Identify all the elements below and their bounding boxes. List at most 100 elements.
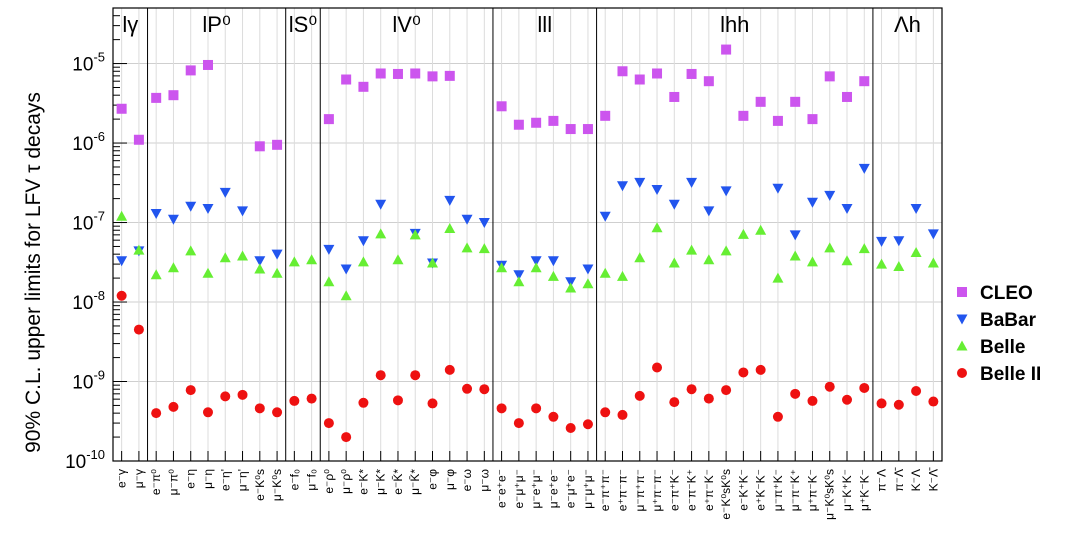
data-point bbox=[427, 71, 438, 82]
data-point bbox=[478, 218, 490, 229]
y-tick-exponent: -8 bbox=[93, 288, 105, 303]
x-tick-label: e⁻K⁺K⁻ bbox=[736, 469, 750, 511]
legend-label: Belle II bbox=[980, 364, 1041, 385]
y-axis-label: 90% C.L. upper limits for LFV τ decays bbox=[22, 92, 45, 453]
x-tick-label: K⁻Λ bbox=[909, 469, 923, 491]
data-point bbox=[392, 254, 404, 265]
x-tick-label: μ⁺K⁻K⁻ bbox=[857, 469, 871, 511]
data-point bbox=[202, 407, 213, 418]
x-tick-label: e⁻K* bbox=[356, 469, 370, 495]
x-tick-label: e⁻K⁰sK⁰s bbox=[719, 469, 733, 520]
series-belle bbox=[116, 210, 939, 301]
data-point bbox=[842, 91, 853, 102]
x-tick-label: μ⁻ω bbox=[477, 469, 491, 492]
y-tick-base: 10 bbox=[72, 214, 93, 235]
data-point bbox=[582, 278, 594, 289]
data-point bbox=[462, 383, 473, 394]
legend-marker bbox=[957, 368, 967, 378]
data-point bbox=[703, 393, 714, 404]
x-tick-label: μ⁻γ bbox=[132, 469, 146, 488]
data-point bbox=[289, 395, 300, 406]
data-point bbox=[116, 256, 128, 267]
data-point bbox=[254, 403, 265, 414]
group-label: lP⁰ bbox=[202, 12, 231, 37]
grid bbox=[113, 8, 942, 461]
legend-marker bbox=[956, 340, 968, 351]
x-tick-label: μ⁻π⁻K⁺ bbox=[788, 469, 802, 511]
data-point bbox=[133, 134, 144, 145]
data-point bbox=[703, 254, 715, 265]
data-point bbox=[824, 242, 836, 253]
data-point bbox=[721, 385, 732, 396]
x-tick-label: e⁻π⁺π⁻ bbox=[598, 469, 612, 511]
data-point bbox=[738, 110, 749, 121]
data-point bbox=[168, 90, 179, 101]
data-point bbox=[668, 257, 680, 268]
data-point bbox=[565, 282, 577, 293]
data-point bbox=[806, 197, 818, 208]
legend: CLEO BaBar Belle Belle II bbox=[956, 283, 1041, 385]
y-tick-base: 10 bbox=[65, 452, 86, 473]
x-tick-label: e⁻ρ⁰ bbox=[322, 469, 336, 494]
data-point bbox=[565, 277, 577, 288]
data-point bbox=[237, 389, 248, 400]
group-label: lll bbox=[537, 12, 552, 37]
data-point bbox=[634, 177, 646, 188]
data-point bbox=[755, 96, 766, 107]
data-point bbox=[790, 388, 801, 399]
data-point bbox=[375, 68, 386, 79]
data-point bbox=[116, 103, 127, 114]
data-point bbox=[686, 244, 698, 255]
data-point bbox=[237, 206, 249, 217]
data-point bbox=[876, 398, 887, 409]
data-point bbox=[341, 74, 352, 85]
x-tick-label: π⁻Λ bbox=[875, 469, 889, 492]
data-point bbox=[254, 256, 266, 267]
x-tick-label: μ⁻π⁺π⁻ bbox=[633, 469, 647, 511]
x-tick-label: μ⁻K⁰s bbox=[270, 469, 284, 501]
data-point bbox=[168, 401, 179, 412]
data-point bbox=[669, 397, 680, 408]
data-point bbox=[288, 256, 300, 267]
y-tick-label: 10-7 bbox=[72, 209, 105, 235]
data-point bbox=[219, 187, 231, 198]
data-point bbox=[807, 395, 818, 406]
data-point bbox=[876, 236, 888, 247]
data-point bbox=[185, 201, 197, 212]
data-point bbox=[444, 364, 455, 375]
x-tick-label: e⁻f₀ bbox=[287, 469, 301, 490]
data-point bbox=[323, 418, 334, 429]
data-point bbox=[842, 394, 853, 405]
data-point bbox=[600, 110, 611, 121]
data-point bbox=[547, 256, 559, 267]
data-point bbox=[306, 254, 318, 265]
data-point bbox=[340, 264, 352, 275]
x-tick-label: e⁺K⁻K⁻ bbox=[754, 469, 768, 511]
x-tick-label: e⁻η bbox=[184, 469, 198, 489]
data-point bbox=[858, 163, 870, 174]
data-point bbox=[358, 81, 369, 92]
data-point bbox=[340, 290, 352, 301]
legend-marker bbox=[956, 314, 968, 325]
data-point bbox=[859, 76, 870, 87]
x-tick-label: e⁻π⁺K⁻ bbox=[667, 469, 681, 511]
x-tick-label: e⁻K⁰s bbox=[253, 469, 267, 501]
data-point bbox=[582, 419, 593, 430]
x-tick-label: μ⁻π⁺K⁻ bbox=[771, 469, 785, 511]
group-label: lS⁰ bbox=[289, 12, 318, 37]
data-point bbox=[496, 403, 507, 414]
data-point bbox=[565, 124, 576, 135]
x-tick-label: μ⁻η bbox=[201, 469, 215, 489]
y-tick-exponent: -5 bbox=[93, 50, 105, 65]
data-point bbox=[772, 272, 784, 283]
data-point bbox=[531, 403, 542, 414]
plot-frame bbox=[112, 7, 943, 462]
x-tick-label: μ⁻e⁺e⁻ bbox=[546, 469, 560, 508]
data-point bbox=[686, 384, 697, 395]
x-tick-label: μ⁻π⁰ bbox=[166, 469, 180, 496]
data-point bbox=[703, 206, 715, 217]
data-point bbox=[927, 257, 939, 268]
y-tick-label: 10-10 bbox=[65, 447, 105, 473]
